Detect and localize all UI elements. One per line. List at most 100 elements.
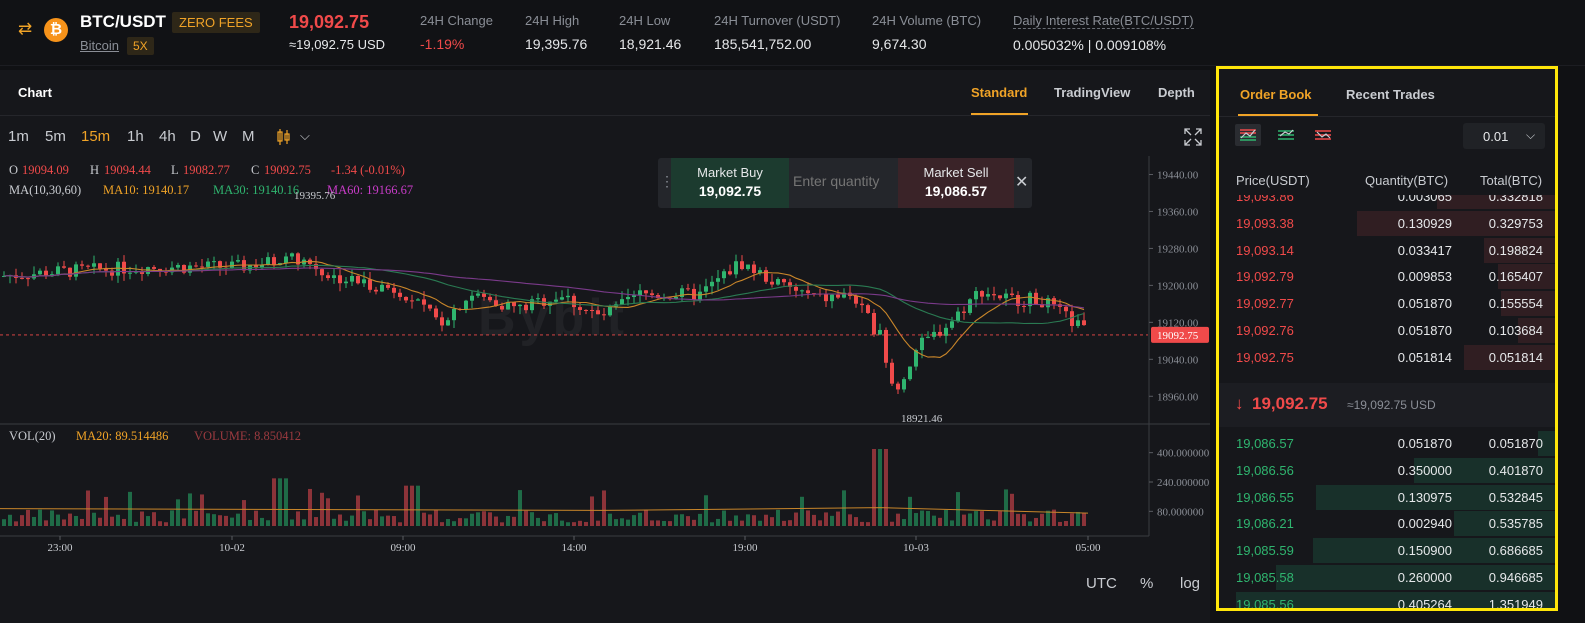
total-cell: 0.532845 bbox=[1488, 489, 1543, 505]
ask-row[interactable]: 19,093.86 0.003065 0.332818 bbox=[1219, 195, 1555, 210]
price-chart-canvas[interactable]: 19440.00 19360.00 19280.00 19200.00 19120.00… bbox=[0, 156, 1210, 623]
candle-body bbox=[332, 275, 336, 279]
stat-interest-rate[interactable]: Daily Interest Rate(BTC/USDT) 0.005032% … bbox=[1013, 13, 1194, 53]
market-sell-button[interactable]: Market Sell 19,086.57 bbox=[898, 158, 1014, 208]
candle-body bbox=[62, 266, 66, 268]
candle-body bbox=[566, 295, 570, 298]
market-buy-button[interactable]: Market Buy 19,092.75 bbox=[671, 158, 789, 208]
volume-bar bbox=[230, 517, 234, 526]
volume-bar bbox=[188, 493, 192, 526]
volume-bar bbox=[398, 522, 402, 526]
tab-standard[interactable]: Standard bbox=[971, 85, 1028, 100]
candle-body bbox=[356, 275, 360, 284]
tick-size-select[interactable]: 0.01 ⌵ bbox=[1463, 123, 1545, 149]
candle-body bbox=[1016, 294, 1020, 306]
ask-row[interactable]: 19,093.14 0.033417 0.198824 bbox=[1219, 237, 1555, 264]
stat-label: 24H Low bbox=[619, 13, 671, 28]
candle-body bbox=[350, 275, 354, 282]
both-sides-icon[interactable] bbox=[1235, 124, 1261, 146]
coin-name-link[interactable]: Bitcoin bbox=[80, 38, 120, 53]
total-cell: 0.051814 bbox=[1488, 349, 1543, 365]
quantity-cell: 0.051814 bbox=[1397, 349, 1452, 365]
volume-bar bbox=[590, 496, 594, 526]
interval-d[interactable]: D bbox=[190, 128, 201, 145]
ask-row[interactable]: 19,092.75 0.051814 0.051814 bbox=[1219, 344, 1555, 371]
candle-body bbox=[830, 294, 834, 302]
utc-toggle[interactable]: UTC bbox=[1086, 575, 1117, 592]
ask-row[interactable]: 19,092.77 0.051870 0.155554 bbox=[1219, 290, 1555, 317]
interval-4h[interactable]: 4h bbox=[159, 128, 176, 145]
fullscreen-icon[interactable] bbox=[1184, 128, 1202, 146]
candle-body bbox=[404, 296, 408, 301]
zero-fees-badge: ZERO FEES bbox=[172, 12, 260, 33]
ask-row[interactable]: 19,093.38 0.130929 0.329753 bbox=[1219, 210, 1555, 237]
volume-label: VOL(20) bbox=[9, 429, 56, 443]
volume-bar bbox=[614, 519, 618, 526]
divider bbox=[1219, 116, 1555, 117]
quantity-input[interactable] bbox=[793, 173, 893, 189]
tab-depth[interactable]: Depth bbox=[1158, 85, 1195, 100]
bid-row[interactable]: 19,086.57 0.051870 0.051870 bbox=[1219, 430, 1555, 457]
candlestick-type-icon[interactable] bbox=[277, 128, 291, 146]
volume-bar bbox=[602, 490, 606, 526]
chart-title: Chart bbox=[18, 85, 52, 100]
candle-body bbox=[368, 279, 372, 290]
candle-body bbox=[518, 304, 522, 307]
stat-24h-low: 24H Low 18,921.46 bbox=[619, 13, 681, 52]
volume-bar bbox=[746, 514, 750, 526]
volume-bar bbox=[440, 522, 444, 526]
pair-name[interactable]: BTC/USDT bbox=[80, 12, 166, 31]
bid-row[interactable]: 19,086.21 0.002940 0.535785 bbox=[1219, 510, 1555, 537]
candle-body bbox=[1076, 320, 1080, 326]
bid-row[interactable]: 19,085.56 0.405264 1.351949 bbox=[1219, 591, 1555, 608]
candle-body bbox=[590, 309, 594, 311]
bid-row[interactable]: 19,086.55 0.130975 0.532845 bbox=[1219, 484, 1555, 511]
interval-1m[interactable]: 1m bbox=[8, 128, 29, 145]
active-tab-underline bbox=[1238, 114, 1318, 116]
candle-body bbox=[116, 261, 120, 276]
candle-body bbox=[182, 264, 186, 273]
chart-panel: Chart Standard TradingView Depth 1m 5m 1… bbox=[0, 70, 1210, 623]
interval-m[interactable]: M bbox=[242, 128, 255, 145]
tab-order-book[interactable]: Order Book bbox=[1240, 87, 1312, 102]
swap-pair-icon[interactable]: ⇄ bbox=[18, 19, 33, 38]
volume-bar bbox=[518, 490, 522, 526]
bid-row[interactable]: 19,086.56 0.350000 0.401870 bbox=[1219, 457, 1555, 484]
ohlc-close-label: C bbox=[251, 163, 260, 177]
interval-1h[interactable]: 1h bbox=[127, 128, 144, 145]
volume-bar bbox=[278, 478, 282, 526]
price-cell: 19,086.57 bbox=[1236, 436, 1294, 451]
candle-body bbox=[974, 291, 978, 300]
ma30-value: MA30: 19140.16 bbox=[213, 183, 300, 197]
high-annotation: 19395.76 bbox=[294, 190, 336, 202]
asks-only-icon[interactable] bbox=[1310, 124, 1336, 146]
bid-row[interactable]: 19,085.59 0.150900 0.686685 bbox=[1219, 537, 1555, 564]
low-annotation: 18921.46 bbox=[901, 413, 943, 425]
volume-bar bbox=[314, 517, 318, 526]
tab-recent-trades[interactable]: Recent Trades bbox=[1346, 87, 1435, 102]
volume-bar bbox=[794, 512, 798, 526]
interval-w[interactable]: W bbox=[213, 128, 228, 145]
volume-bar bbox=[512, 516, 516, 526]
total-cell: 0.329753 bbox=[1488, 215, 1543, 231]
quantity-cell: 0.260000 bbox=[1397, 569, 1452, 585]
volume-bar bbox=[332, 518, 336, 526]
candle-body bbox=[962, 311, 966, 313]
ask-row[interactable]: 19,092.76 0.051870 0.103684 bbox=[1219, 317, 1555, 344]
bids-only-icon[interactable] bbox=[1273, 124, 1299, 146]
close-icon[interactable]: ✕ bbox=[1015, 174, 1029, 191]
volume-bar bbox=[728, 520, 732, 526]
interval-15m[interactable]: 15m bbox=[81, 128, 111, 145]
log-scale-toggle[interactable]: log bbox=[1180, 575, 1201, 592]
interval-5m[interactable]: 5m bbox=[45, 128, 66, 145]
column-quantity: Quantity(BTC) bbox=[1365, 173, 1449, 188]
candle-body bbox=[620, 299, 624, 305]
chevron-down-icon[interactable]: ⌵ bbox=[300, 128, 310, 143]
bid-row[interactable]: 19,085.58 0.260000 0.946685 bbox=[1219, 564, 1555, 591]
tab-tradingview[interactable]: TradingView bbox=[1054, 85, 1131, 100]
volume-ma20: MA20: 89.514486 bbox=[76, 429, 169, 443]
candle-body bbox=[218, 261, 222, 268]
percent-scale-toggle[interactable]: % bbox=[1140, 575, 1154, 592]
ask-row[interactable]: 19,092.79 0.009853 0.165407 bbox=[1219, 263, 1555, 290]
volume-bar bbox=[776, 509, 780, 526]
